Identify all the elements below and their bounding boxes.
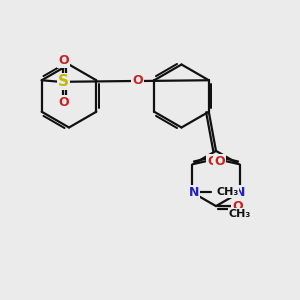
- Text: CH₃: CH₃: [229, 209, 251, 219]
- Text: O: O: [132, 74, 143, 88]
- Text: O: O: [232, 200, 243, 213]
- Text: O: O: [207, 154, 218, 168]
- Text: O: O: [58, 96, 69, 109]
- Text: O: O: [58, 54, 69, 67]
- Text: O: O: [214, 154, 225, 168]
- Text: N: N: [235, 186, 245, 200]
- Text: S: S: [58, 74, 69, 89]
- Text: CH₃: CH₃: [216, 187, 238, 197]
- Text: N: N: [188, 186, 199, 199]
